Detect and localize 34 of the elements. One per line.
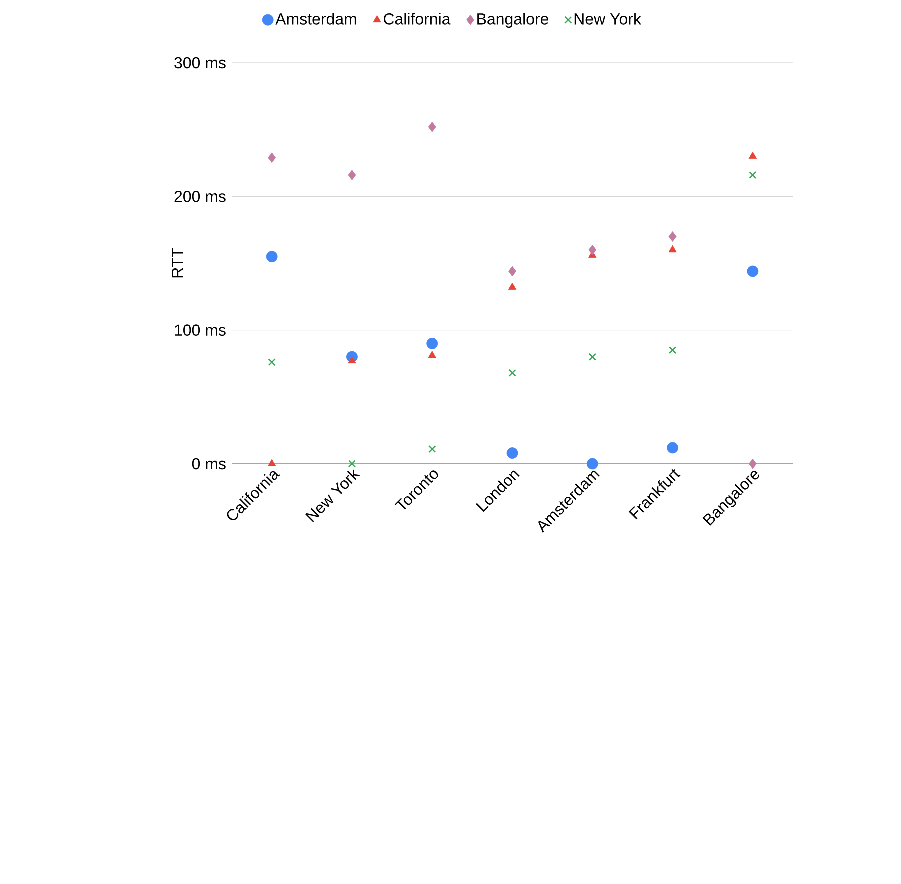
y-tick-label: 300 ms xyxy=(174,57,226,69)
point xyxy=(428,351,436,358)
point xyxy=(508,369,516,377)
legend-label: Bangalore xyxy=(478,13,548,28)
y-axis-title: RTT xyxy=(172,248,184,278)
point xyxy=(747,266,759,278)
point xyxy=(749,171,757,180)
point xyxy=(667,442,678,454)
point xyxy=(588,353,596,361)
point xyxy=(348,460,356,468)
point xyxy=(426,338,438,350)
point xyxy=(428,445,436,454)
point xyxy=(668,232,677,242)
point xyxy=(506,448,518,460)
point xyxy=(668,245,677,253)
point xyxy=(266,251,278,263)
point xyxy=(586,458,598,470)
point xyxy=(748,458,757,470)
legend-label: Amsterdam xyxy=(276,13,356,25)
point xyxy=(748,152,758,160)
point xyxy=(268,358,276,366)
point xyxy=(588,244,597,256)
legend-label: California xyxy=(384,13,451,25)
point xyxy=(428,122,436,132)
point xyxy=(268,152,276,164)
y-tick-label: 200 ms xyxy=(174,191,226,202)
y-tick-label: 100 ms xyxy=(175,324,226,336)
legend-label: New York xyxy=(574,13,642,25)
point xyxy=(508,282,517,290)
y-tick-label: 0 ms xyxy=(192,458,226,470)
point xyxy=(668,346,677,354)
point xyxy=(508,266,516,277)
point xyxy=(268,459,276,466)
point xyxy=(348,170,356,180)
